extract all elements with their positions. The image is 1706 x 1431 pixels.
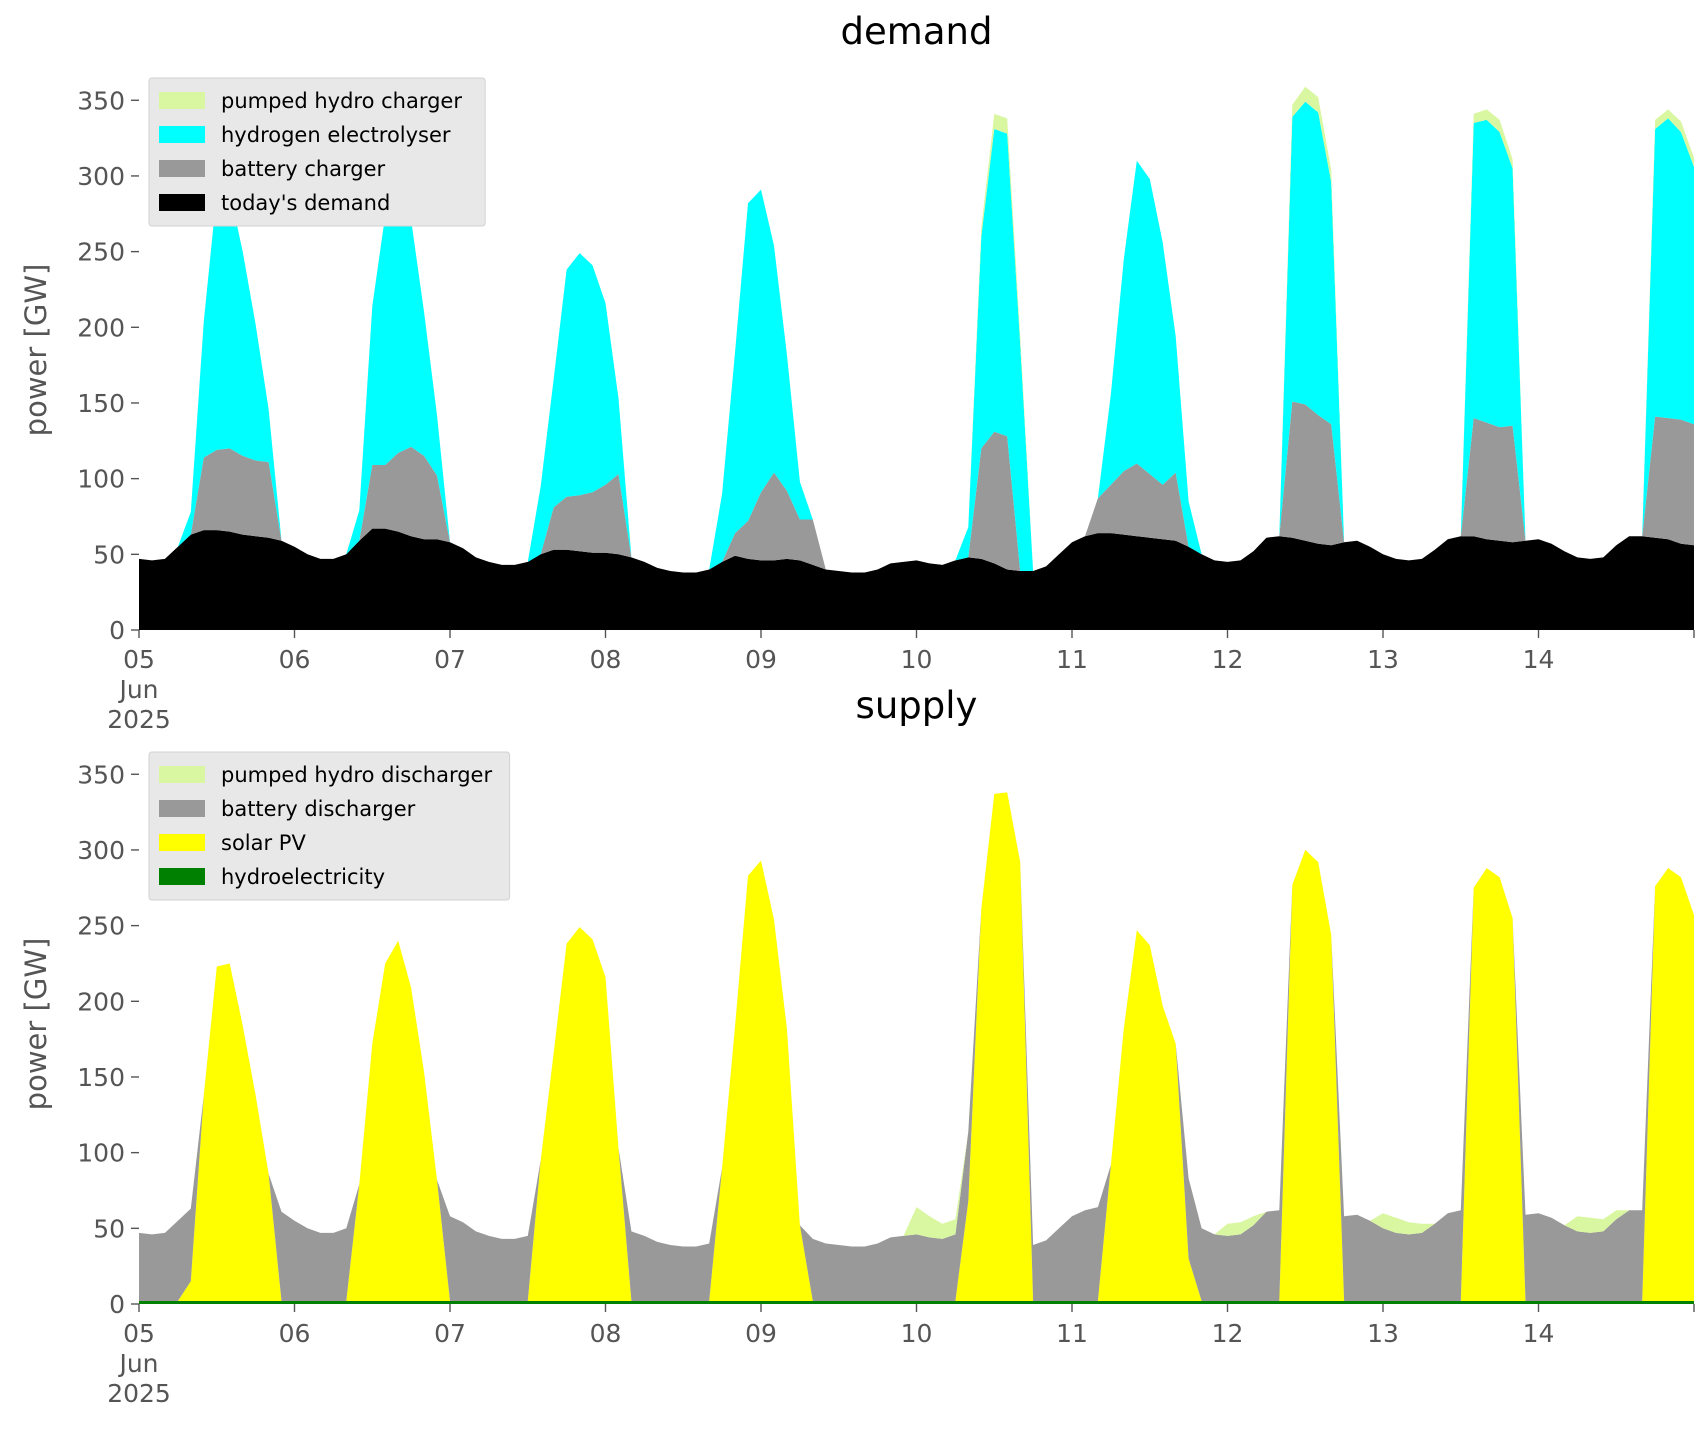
legend-swatch-solar-pv xyxy=(159,834,205,851)
y-tick-label: 0 xyxy=(109,616,125,645)
legend-label-solar-pv: solar PV xyxy=(221,831,306,855)
y-tick-label: 200 xyxy=(77,313,125,342)
area-today-s-demand xyxy=(139,528,1694,630)
y-axis-label: power [GW] xyxy=(19,938,53,1111)
x-tick-label: 13 xyxy=(1367,645,1399,674)
area-solar-pv xyxy=(139,792,1694,1301)
x-tick-label: 14 xyxy=(1523,1319,1555,1348)
supply-chart: supply 0 50 100 150 200 250 300 350 05 Jun 2025 06 07… xyxy=(19,684,1695,1408)
x-tick-label: 10 xyxy=(901,645,933,674)
legend-swatch-pumped-hydro-discharger xyxy=(159,766,205,783)
y-tick-label: 250 xyxy=(77,238,125,267)
legend-label-hydroelectricity: hydroelectricity xyxy=(221,865,385,889)
x-tick-label: 12 xyxy=(1212,1319,1244,1348)
x-tick-label: 10 xyxy=(901,1319,933,1348)
chart-title: supply xyxy=(856,684,978,727)
y-axis-label: power [GW] xyxy=(19,264,53,437)
y-tick-label: 250 xyxy=(77,912,125,941)
x-tick-label: 09 xyxy=(745,1319,777,1348)
y-tick-label: 200 xyxy=(77,987,125,1016)
legend-swatch-battery-discharger xyxy=(159,800,205,817)
chart-title: demand xyxy=(841,10,993,53)
y-tick-label: 300 xyxy=(77,162,125,191)
y-tick-label: 350 xyxy=(77,760,125,789)
x-tick-label: 11 xyxy=(1056,645,1088,674)
y-tick-label: 150 xyxy=(77,1063,125,1092)
legend: pumped hydro discharger battery discharge… xyxy=(148,751,511,901)
y-tick-label: 350 xyxy=(77,86,125,115)
x-tick-label: 07 xyxy=(434,645,466,674)
y-tick-label: 300 xyxy=(77,836,125,865)
y-tick-label: 100 xyxy=(77,1139,125,1168)
x-tick-label: 11 xyxy=(1056,1319,1088,1348)
legend: pumped hydro charger hydrogen electrolyse… xyxy=(148,77,486,227)
legend-label-battery-charger: battery charger xyxy=(221,157,386,181)
x-tick-label: 05 Jun 2025 xyxy=(107,1319,171,1408)
x-tick-label: 13 xyxy=(1367,1319,1399,1348)
legend-swatch-hydrogen-electrolyser xyxy=(159,126,205,143)
y-tick-label: 50 xyxy=(93,540,125,569)
legend-label-pumped-hydro-discharger: pumped hydro discharger xyxy=(221,763,492,787)
x-tick-label: 12 xyxy=(1212,645,1244,674)
legend-swatch-pumped-hydro-charger xyxy=(159,92,205,109)
x-tick-label: 06 xyxy=(279,1319,311,1348)
area-hydrogen-electrolyser xyxy=(139,101,1694,573)
legend-swatch-hydroelectricity xyxy=(159,868,205,885)
x-tick-label: 08 xyxy=(590,645,622,674)
legend-box xyxy=(148,77,486,227)
y-tick-label: 150 xyxy=(77,389,125,418)
y-tick-label: 100 xyxy=(77,465,125,494)
area-battery-charger xyxy=(139,401,1694,573)
x-tick-label: 09 xyxy=(745,645,777,674)
x-tick-label: 06 xyxy=(279,645,311,674)
legend-label-hydrogen-electrolyser: hydrogen electrolyser xyxy=(221,123,451,147)
legend-label-today-s-demand: today's demand xyxy=(221,191,390,215)
legend-label-battery-discharger: battery discharger xyxy=(221,797,416,821)
legend-swatch-today-s-demand xyxy=(159,194,205,211)
legend-label-pumped-hydro-charger: pumped hydro charger xyxy=(221,89,462,113)
demand-chart: demand 0 50 100 150 200 250 300 350 05 Jun 2025 06 07… xyxy=(19,10,1695,734)
y-tick-label: 0 xyxy=(109,1290,125,1319)
legend-box xyxy=(148,751,511,901)
x-tick-label: 14 xyxy=(1523,645,1555,674)
area-battery-discharger xyxy=(139,792,1694,1301)
x-tick-label: 08 xyxy=(590,1319,622,1348)
x-tick-label: 05 Jun 2025 xyxy=(107,645,171,734)
x-tick-label: 07 xyxy=(434,1319,466,1348)
y-tick-label: 50 xyxy=(93,1214,125,1243)
area-hydroelectricity xyxy=(139,1301,1694,1304)
legend-swatch-battery-charger xyxy=(159,160,205,177)
